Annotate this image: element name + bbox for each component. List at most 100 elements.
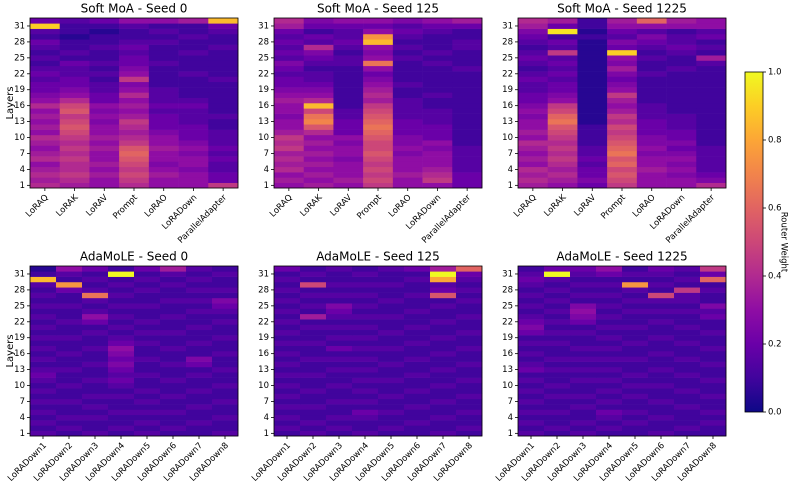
heatmap-cell <box>352 372 379 378</box>
heatmap-cell <box>607 92 638 98</box>
heatmap-cell <box>518 166 549 173</box>
heatmap-cell <box>518 145 549 152</box>
heatmap-cell <box>89 87 120 93</box>
heatmap-cell <box>696 49 727 56</box>
colorbar-label: Router Weight <box>779 212 789 273</box>
heatmap-cell <box>160 276 187 283</box>
heatmap-cell <box>89 172 120 178</box>
heatmap-cell <box>392 49 423 56</box>
heatmap-cell <box>30 118 61 125</box>
heatmap-cell <box>274 377 301 384</box>
heatmap-cell <box>160 382 187 389</box>
heatmap-cell <box>456 351 483 357</box>
heatmap-cell <box>547 71 578 77</box>
heatmap-cell <box>622 345 649 352</box>
heatmap-cell <box>674 319 701 325</box>
heatmap-cell <box>518 65 549 72</box>
y-tick-label: 4 <box>508 413 513 423</box>
heatmap-cell <box>577 39 608 45</box>
heatmap-cell <box>622 393 649 400</box>
heatmap-cell <box>636 33 667 40</box>
heatmap-cell <box>352 351 379 357</box>
heatmap-cell <box>30 150 61 157</box>
heatmap-cell <box>700 382 727 389</box>
heatmap-cell <box>56 398 83 405</box>
heatmap-cell <box>212 313 239 320</box>
heatmap-cell <box>452 33 483 40</box>
heatmap-cell <box>700 287 727 293</box>
heatmap-cell <box>378 398 405 405</box>
heatmap-cell <box>422 65 453 72</box>
heatmap-cell <box>274 281 301 288</box>
heatmap-cell <box>518 266 545 272</box>
heatmap-cell <box>404 351 431 357</box>
heatmap-cell <box>333 49 364 56</box>
heatmap-cell <box>430 382 457 389</box>
heatmap-cell <box>622 335 649 341</box>
heatmap-cell <box>352 430 379 437</box>
heatmap-cell <box>208 71 239 77</box>
heatmap-cell <box>134 335 161 341</box>
y-tick-label: 28 <box>502 37 513 47</box>
heatmap-cell <box>303 97 334 104</box>
heatmap-cell <box>700 340 727 346</box>
heatmap-cell <box>404 382 431 389</box>
heatmap-cell <box>274 28 305 35</box>
heatmap-cell <box>392 172 423 178</box>
heatmap-cell <box>577 134 608 141</box>
heatmap-cell <box>300 287 327 293</box>
heatmap-cell <box>378 393 405 400</box>
heatmap-cell <box>274 81 305 88</box>
heatmap-cell <box>577 172 608 178</box>
heatmap-cell <box>333 60 364 67</box>
heatmap-cell <box>352 329 379 336</box>
heatmap-cell <box>333 23 364 29</box>
heatmap-cell <box>56 335 83 341</box>
heatmap-cell <box>30 49 61 56</box>
heatmap-cell <box>456 313 483 320</box>
heatmap-cell <box>547 177 578 183</box>
heatmap-cell <box>452 23 483 29</box>
heatmap-cell <box>636 177 667 183</box>
heatmap-cell <box>666 49 697 56</box>
x-tick-label: Prompt <box>355 192 384 221</box>
y-tick-label: 16 <box>14 349 25 359</box>
heatmap-cell <box>274 113 305 120</box>
heatmap-cell <box>674 420 701 426</box>
heatmap-cell <box>274 409 301 416</box>
heatmap-cell <box>404 372 431 378</box>
heatmap-cell <box>456 287 483 293</box>
heatmap-cell <box>363 134 394 141</box>
heatmap-cell <box>666 60 697 67</box>
heatmap-cell <box>544 393 571 400</box>
y-tick-label: 16 <box>14 101 25 111</box>
heatmap-cell <box>333 39 364 45</box>
heatmap-cell <box>607 87 638 93</box>
panel-title: AdaMoLE - Seed 125 <box>316 250 440 264</box>
heatmap-cell <box>452 55 483 61</box>
heatmap-cell <box>700 276 727 283</box>
heatmap-cell <box>212 340 239 346</box>
heatmap-cell <box>363 166 394 173</box>
heatmap-cell <box>119 177 150 183</box>
heatmap-cell <box>518 23 549 29</box>
heatmap-cell <box>89 166 120 173</box>
heatmap-cell <box>518 404 545 410</box>
heatmap-cell <box>636 166 667 173</box>
heatmap-cell <box>108 335 135 341</box>
heatmap-cell <box>696 129 727 136</box>
heatmap-cell <box>300 404 327 410</box>
heatmap-cell <box>148 39 179 45</box>
heatmap-cell <box>378 345 405 352</box>
heatmap-cell <box>148 23 179 29</box>
heatmap-cell <box>547 129 578 136</box>
heatmap-cell <box>674 414 701 421</box>
heatmap-cell <box>82 319 109 325</box>
heatmap-cell <box>696 113 727 120</box>
heatmap-cell <box>212 382 239 389</box>
heatmap-cell <box>82 271 109 277</box>
heatmap-cell <box>596 388 623 394</box>
heatmap-cell <box>59 145 90 152</box>
heatmap-cell <box>700 425 727 431</box>
heatmap-cell <box>544 340 571 346</box>
